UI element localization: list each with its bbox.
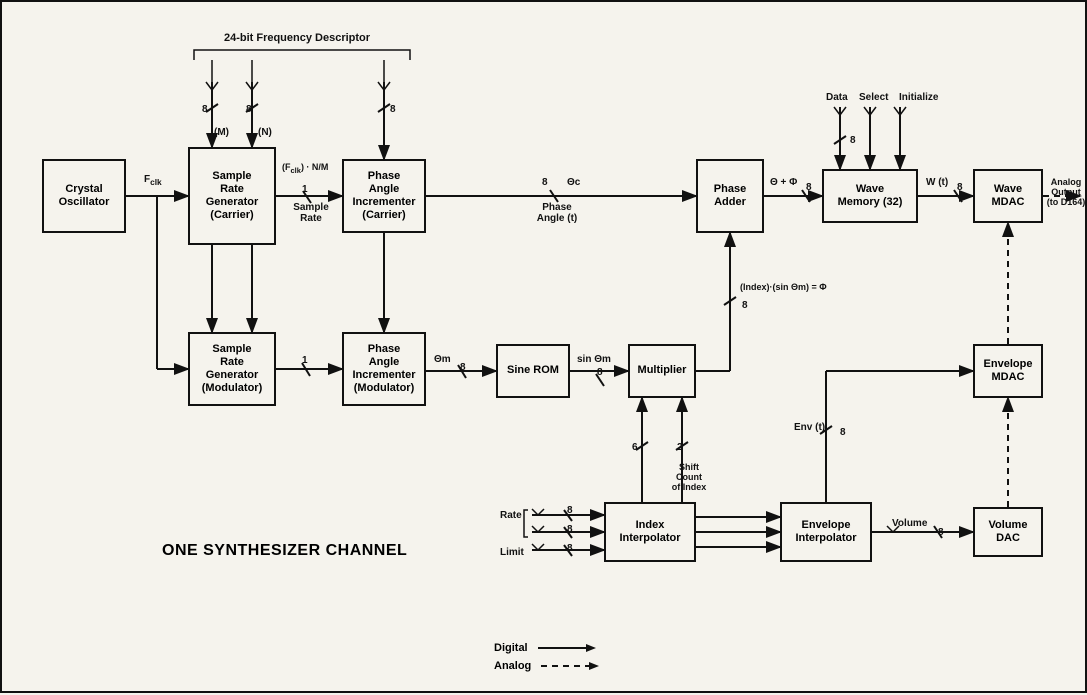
- label-one-mod: 1: [302, 355, 308, 366]
- label-select: Select: [859, 92, 888, 103]
- top-descriptor-label: 24-bit Frequency Descriptor: [192, 32, 402, 44]
- block-sample-rate-generator-modulator: SampleRateGenerator(Modulator): [188, 332, 276, 406]
- block-envelope-interpolator: EnvelopeInterpolator: [780, 502, 872, 562]
- legend-analog: Analog: [494, 660, 599, 672]
- label-8-rate: 8: [567, 505, 573, 516]
- label-8-env: 8: [840, 427, 846, 438]
- label-8-vol: 8: [938, 527, 944, 538]
- block-phase-adder: PhaseAdder: [696, 159, 764, 233]
- label-phase-sum: Θ + Φ: [770, 177, 797, 188]
- label-one-carrier: 1: [302, 184, 308, 195]
- label-data: Data: [826, 92, 848, 103]
- label-6-idx: 6: [632, 442, 638, 453]
- legend-digital-text: Digital: [494, 642, 528, 654]
- diagram-title: ONE SYNTHESIZER CHANNEL: [162, 542, 407, 560]
- label-8-wt: 8: [957, 182, 963, 193]
- label-n: (N): [258, 127, 272, 138]
- block-index-interpolator: IndexInterpolator: [604, 502, 696, 562]
- label-m: (M): [214, 127, 229, 138]
- label-wt: W (t): [926, 177, 948, 188]
- block-phase-angle-incrementer-carrier: PhaseAngleIncrementer(Carrier): [342, 159, 426, 233]
- label-volume: Volume: [892, 518, 927, 529]
- label-fclk: Fclk: [144, 174, 162, 187]
- label-8-limit: 8: [567, 543, 573, 554]
- legend-analog-text: Analog: [494, 660, 531, 672]
- label-8-sin: 8: [597, 367, 603, 378]
- block-volume-dac: VolumeDAC: [973, 507, 1043, 557]
- label-8-data: 8: [850, 135, 856, 146]
- block-wave-mdac: WaveMDAC: [973, 169, 1043, 223]
- label-initialize: Initialize: [899, 92, 938, 103]
- label-rate: Rate: [500, 510, 522, 521]
- diagram-frame: ONE SYNTHESIZER CHANNEL 24-bit Frequency…: [0, 0, 1087, 693]
- label-sin-theta-m: sin Θm: [577, 354, 611, 365]
- block-envelope-mdac: EnvelopeMDAC: [973, 344, 1043, 398]
- label-phase-angle: PhaseAngle (t): [527, 202, 587, 224]
- block-sample-rate-generator-carrier: SampleRateGenerator(Carrier): [188, 147, 276, 245]
- block-phase-angle-incrementer-modulator: PhaseAngleIncrementer(Modulator): [342, 332, 426, 406]
- label-8-theta-m: 8: [460, 362, 466, 373]
- label-shift-count: ShiftCountof Index: [664, 462, 714, 492]
- label-limit: Limit: [500, 547, 524, 558]
- label-env-t: Env (t): [794, 422, 825, 433]
- label-index-formula: (Index)·(sin Θm) = Φ: [740, 282, 827, 292]
- label-analog-output: AnalogOutput(to D164): [1046, 177, 1086, 207]
- block-multiplier: Multiplier: [628, 344, 696, 398]
- label-8-pai: 8: [390, 104, 396, 115]
- label-8-phase: 8: [542, 177, 548, 188]
- legend-digital: Digital: [494, 642, 596, 654]
- label-sample-rate: SampleRate: [286, 202, 336, 224]
- label-8-mid: 8: [567, 524, 573, 535]
- block-wave-memory: WaveMemory (32): [822, 169, 918, 223]
- block-crystal-oscillator: CrystalOscillator: [42, 159, 126, 233]
- label-theta-m: Θm: [434, 354, 451, 365]
- label-fclk-nm: (Fclk) · N/M: [282, 162, 328, 175]
- label-8-m: 8: [202, 104, 208, 115]
- label-2-idx: 2: [677, 442, 683, 453]
- label-8-sum: 8: [806, 182, 812, 193]
- block-sine-rom: Sine ROM: [496, 344, 570, 398]
- label-8-phi: 8: [742, 300, 748, 311]
- label-theta-c: Θc: [567, 177, 580, 188]
- label-8-n: 8: [246, 104, 252, 115]
